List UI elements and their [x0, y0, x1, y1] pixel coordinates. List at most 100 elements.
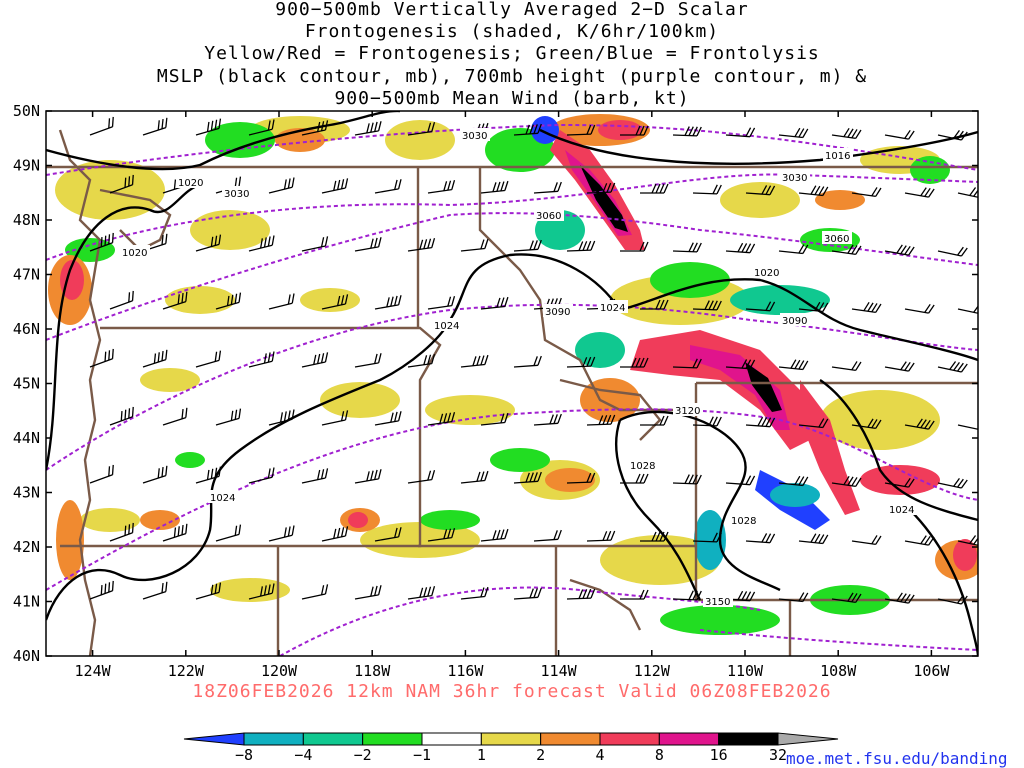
barb-flag — [663, 299, 669, 310]
barb-shaft — [672, 482, 698, 485]
barb-flag — [181, 292, 184, 303]
barb-flag — [769, 301, 776, 311]
barb-flag — [582, 357, 588, 367]
barb-flag — [124, 409, 127, 420]
barb-flag — [157, 352, 160, 363]
colorbar-label: 8 — [655, 746, 664, 764]
barb-flag — [749, 591, 756, 601]
barb-flag — [390, 296, 394, 307]
colorbar-label: 4 — [595, 746, 604, 764]
barb-flag — [749, 475, 756, 485]
barb-flag — [108, 234, 111, 245]
wind-barb — [620, 589, 649, 600]
barb-flag — [267, 468, 271, 479]
barb-flag — [553, 182, 558, 192]
shade-patch — [545, 468, 595, 492]
barb-flag — [871, 303, 878, 313]
barb-flag — [578, 589, 584, 599]
wind-barb — [480, 528, 509, 542]
wind-barb — [586, 182, 616, 194]
shade-patch — [55, 160, 165, 220]
barb-flag — [818, 186, 825, 196]
title-line-5: 900−500mb Mean Wind (barb, kt) — [334, 88, 690, 109]
barb-flag — [214, 119, 218, 130]
barb-shaft — [798, 308, 823, 313]
colorbar-segment — [243, 732, 304, 746]
barb-flag — [537, 239, 542, 250]
barb-flag — [366, 471, 370, 482]
barb-flag — [928, 188, 935, 198]
shade-patch — [720, 182, 800, 218]
shade-patch — [80, 508, 140, 532]
lat-label: 44N — [13, 429, 40, 447]
barb-flag — [366, 123, 370, 134]
map-plot-area: 1016 1020 1020 1020 1024 1024 1024 1024 … — [46, 111, 987, 656]
barb-flag — [692, 242, 698, 252]
shade-patch — [385, 120, 455, 160]
barb-flag — [378, 353, 382, 363]
barb-flag — [234, 409, 238, 420]
barb-flag — [161, 350, 164, 361]
barb-flag — [651, 531, 657, 542]
mslp-contour-line — [46, 183, 201, 471]
barb-flag — [287, 294, 291, 305]
barb-flag — [981, 305, 987, 315]
credit-link[interactable]: moe.met.fsu.edu/banding — [786, 749, 1008, 768]
barb-flag — [822, 186, 829, 196]
wind-barb — [831, 592, 862, 603]
barb-flag — [529, 588, 534, 599]
barb-shaft — [798, 424, 823, 429]
height-contour-line — [46, 173, 978, 261]
barb-flag — [981, 537, 987, 547]
mslp-contour-line — [909, 509, 978, 656]
wind-barb — [427, 528, 456, 542]
barb-flag — [480, 587, 485, 598]
shade-patch — [300, 288, 360, 312]
wind-barb — [513, 471, 542, 484]
barb-flag — [602, 415, 608, 425]
wind-barb — [566, 472, 596, 484]
barb-flag — [128, 176, 131, 187]
barb-flag — [234, 293, 238, 304]
barb-flag — [443, 413, 448, 423]
barb-flag — [238, 408, 242, 419]
barb-shaft — [778, 134, 803, 139]
wind-barb — [745, 533, 776, 544]
shade-band — [800, 380, 860, 515]
barb-flag — [688, 590, 694, 600]
label-box — [543, 304, 573, 317]
barb-flag — [969, 535, 977, 544]
wind-barb — [301, 120, 329, 136]
barb-flag — [108, 118, 111, 129]
barb-flag — [957, 246, 964, 256]
barb-flag — [238, 176, 242, 187]
barb-flag — [798, 476, 805, 486]
colorbar-segment — [658, 732, 720, 746]
barb-flag — [181, 408, 184, 419]
barb-flag — [128, 408, 131, 419]
wind-barb — [427, 412, 456, 426]
barb-flag — [324, 120, 329, 131]
barb-flag — [761, 533, 768, 543]
barb-flag — [271, 351, 275, 362]
barb-flag — [533, 472, 538, 482]
barb-flag — [427, 122, 432, 133]
barb-flag — [916, 418, 923, 428]
label-box — [780, 313, 810, 326]
barb-flag — [153, 353, 157, 364]
barb-shaft — [109, 532, 133, 542]
barb-flag — [317, 353, 321, 364]
colorbar-label: 32 — [769, 746, 787, 764]
barb-shaft — [407, 479, 432, 484]
wind-barb — [301, 236, 329, 252]
colorbar-label: −1 — [413, 746, 431, 764]
barb-flag — [104, 235, 107, 246]
shade-patch — [425, 395, 515, 425]
barb-flag — [496, 181, 501, 192]
barb-flag — [798, 244, 805, 254]
wind-barb — [640, 531, 669, 542]
barb-flag — [431, 354, 436, 364]
lat-label: 40N — [13, 647, 40, 665]
label-box — [120, 245, 150, 258]
barb-flag — [960, 363, 968, 373]
